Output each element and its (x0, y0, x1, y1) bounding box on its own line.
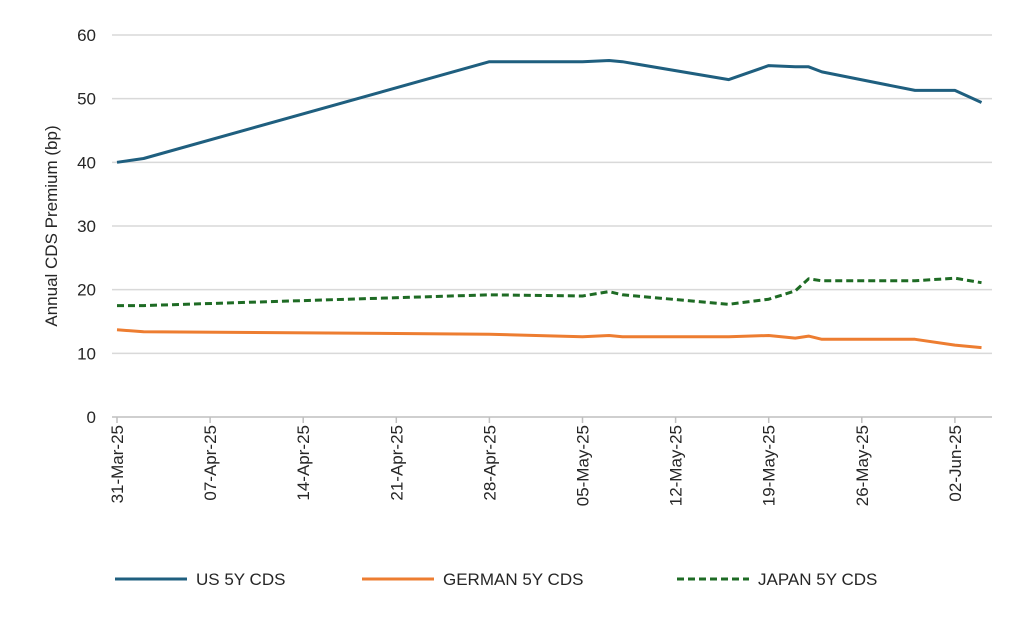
x-tick-label: 19-May-25 (760, 425, 779, 506)
y-tick-label: 30 (77, 217, 96, 236)
x-tick-label: 21-Apr-25 (387, 425, 406, 501)
y-tick-label: 20 (77, 281, 96, 300)
x-tick-label: 02-Jun-25 (946, 425, 965, 502)
y-tick-label: 50 (77, 90, 96, 109)
series-line-2 (117, 276, 982, 308)
y-tick-label: 60 (77, 26, 96, 45)
x-tick-label: 26-May-25 (853, 425, 872, 506)
legend-label: JAPAN 5Y CDS (758, 570, 877, 589)
x-tick-label: 14-Apr-25 (294, 425, 313, 501)
y-tick-label: 40 (77, 153, 96, 172)
y-tick-label: 10 (77, 344, 96, 363)
x-tick-label: 07-Apr-25 (201, 425, 220, 501)
y-tick-label: 0 (87, 408, 96, 427)
x-tick-label: 05-May-25 (574, 425, 593, 506)
x-tick-label: 12-May-25 (667, 425, 686, 506)
series-line-1 (116, 328, 982, 350)
y-axis-label: Annual CDS Premium (bp) (42, 125, 61, 326)
legend-label: GERMAN 5Y CDS (443, 570, 583, 589)
x-tick-label: 28-Apr-25 (480, 425, 499, 501)
series-line-0 (116, 59, 983, 164)
x-tick-label: 31-Mar-25 (108, 425, 127, 503)
legend-label: US 5Y CDS (196, 570, 285, 589)
